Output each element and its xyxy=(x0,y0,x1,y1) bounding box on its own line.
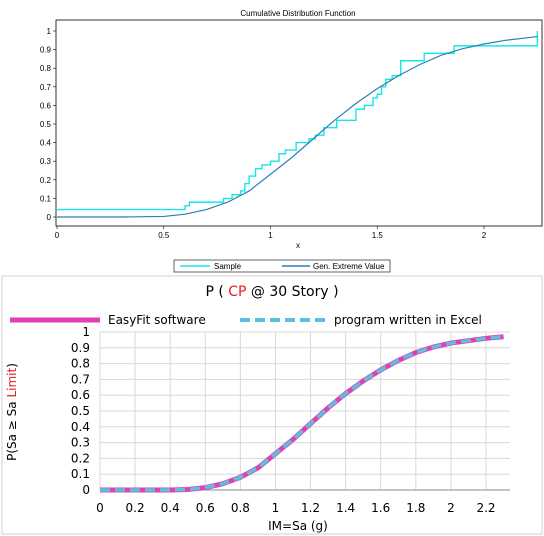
cdf-x-axis: 0 0.5 1 1.5 2 xyxy=(55,226,487,240)
fragility-x-tick-label: 0.8 xyxy=(231,501,250,515)
cdf-legend-gev-label: Gen. Extreme Value xyxy=(313,262,385,271)
cdf-y-tick-label: 0.7 xyxy=(40,83,52,92)
fragility-y-tick-label: 0.2 xyxy=(71,451,90,465)
cdf-y-tick-label: 0.8 xyxy=(40,64,52,73)
cdf-y-tick-label: 0.9 xyxy=(40,46,52,55)
fragility-series-excel xyxy=(100,334,504,492)
fragility-chart-title: P ( CP @ 30 Story ) xyxy=(205,284,338,300)
fragility-x-tick-label: 2.2 xyxy=(476,501,495,515)
fragility-legend: EasyFit software program written in Exce… xyxy=(10,313,482,327)
legend-excel-label: program written in Excel xyxy=(334,313,482,327)
fragility-y-tick-label: 0.5 xyxy=(71,404,90,418)
fragility-y-tick-label: 1 xyxy=(82,325,90,339)
cdf-x-tick-label: 1.5 xyxy=(372,231,384,240)
cdf-y-tick-label: 0.3 xyxy=(40,157,52,166)
fragility-y-tick-label: 0.9 xyxy=(71,341,90,355)
cdf-series-gev xyxy=(57,35,538,218)
fragility-y-axis: 0 0.1 0.20.3 0.4 0.5 0.6 0.70.8 0.9 1 xyxy=(71,325,90,497)
fragility-x-tick-label: 1.8 xyxy=(406,501,425,515)
cdf-y-tick-label: 0.1 xyxy=(40,194,52,203)
legend-easyfit-label: EasyFit software xyxy=(108,313,206,327)
fragility-x-tick-label: 1.6 xyxy=(371,501,390,515)
cdf-x-tick-label: 0.5 xyxy=(158,231,170,240)
fragility-chart: P ( CP @ 30 Story ) EasyFit software pro… xyxy=(1,275,543,535)
cdf-x-tick-label: 2 xyxy=(482,231,487,240)
fragility-y-tick-label: 0.3 xyxy=(71,436,90,450)
cdf-plot-frame xyxy=(55,19,543,227)
cdf-chart-title: Cumulative Distribution Function xyxy=(240,9,355,18)
fragility-x-axis: 0 0.2 0.4 0.6 0.8 1 1.2 1.4 1.6 1.8 2 2.2 xyxy=(96,501,495,515)
fragility-y-tick-label: 0 xyxy=(82,483,90,497)
cdf-x-tick-label: 1 xyxy=(268,231,273,240)
fragility-y-tick-label: 0.7 xyxy=(71,372,90,386)
cdf-chart: Cumulative Distribution Function 0 0.1 0.2… xyxy=(40,9,543,273)
fragility-x-axis-label: IM=Sa (g) xyxy=(268,519,328,533)
fragility-y-tick-label: 0.6 xyxy=(71,388,90,402)
fragility-x-tick-label: 0.6 xyxy=(196,501,215,515)
cdf-y-tick-label: 0.6 xyxy=(40,101,52,110)
fragility-x-tick-label: 1.4 xyxy=(336,501,355,515)
fragility-y-tick-label: 0.1 xyxy=(71,467,90,481)
fragility-x-tick-label: 1.2 xyxy=(301,501,320,515)
cdf-legend: Sample Gen. Extreme Value xyxy=(173,259,391,273)
fragility-y-tick-label: 0.4 xyxy=(71,420,90,434)
cdf-y-axis: 0 0.1 0.2 0.3 0.4 0.5 0.6 0.7 0.8 0.9 1 xyxy=(40,27,56,222)
fragility-x-tick-label: 1 xyxy=(272,501,280,515)
cdf-y-tick-label: 1 xyxy=(47,27,52,36)
cdf-y-tick-label: 0 xyxy=(47,213,52,222)
fragility-x-tick-label: 0.2 xyxy=(126,501,145,515)
cdf-x-axis-label: x xyxy=(296,241,300,250)
cdf-series-sample xyxy=(57,31,539,211)
cdf-y-tick-label: 0.2 xyxy=(40,176,52,185)
cdf-y-tick-label: 0.5 xyxy=(40,120,52,129)
cdf-y-tick-label: 0.4 xyxy=(40,139,52,148)
fragility-x-tick-label: 0 xyxy=(96,501,104,515)
fragility-y-tick-label: 0.8 xyxy=(71,357,90,371)
cdf-x-tick-label: 0 xyxy=(55,231,60,240)
fragility-x-tick-label: 2 xyxy=(447,501,455,515)
cdf-legend-sample-label: Sample xyxy=(214,262,242,271)
fragility-x-tick-label: 0.4 xyxy=(161,501,180,515)
fragility-y-axis-label: P(Sa ≥ Sa Limit) xyxy=(5,363,19,461)
